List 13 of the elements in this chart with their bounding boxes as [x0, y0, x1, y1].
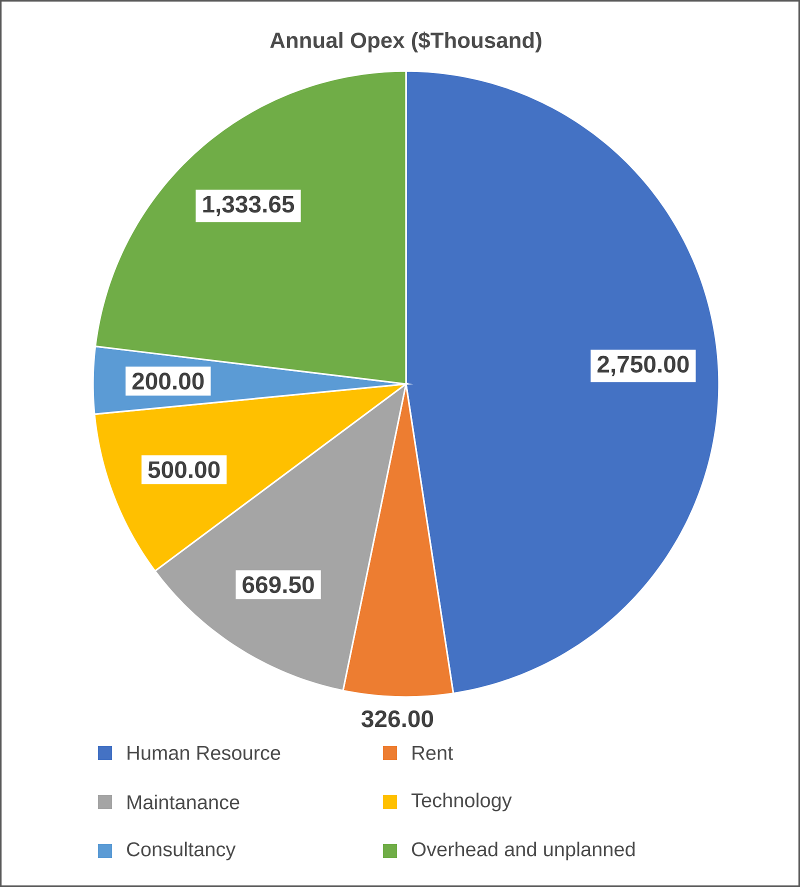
data-label: 669.50 — [242, 576, 314, 594]
data-label: 500.00 — [148, 461, 220, 478]
data-label: 326.00 — [361, 710, 434, 728]
data-label: 200.00 — [132, 372, 204, 390]
legend-label: Overhead and unplanned — [412, 842, 635, 860]
chart-title: Annual Opex ($Thousand) — [270, 32, 542, 52]
legend-label: Human Resource — [128, 746, 280, 760]
data-label: 2,750.00 — [598, 356, 689, 376]
legend-label: Rent — [412, 746, 453, 760]
data-label: 1,333.65 — [203, 196, 294, 216]
legend-label: Technology — [411, 792, 512, 812]
legend-label: Consultancy — [127, 842, 236, 860]
legend-label: Maintanance — [128, 794, 240, 810]
